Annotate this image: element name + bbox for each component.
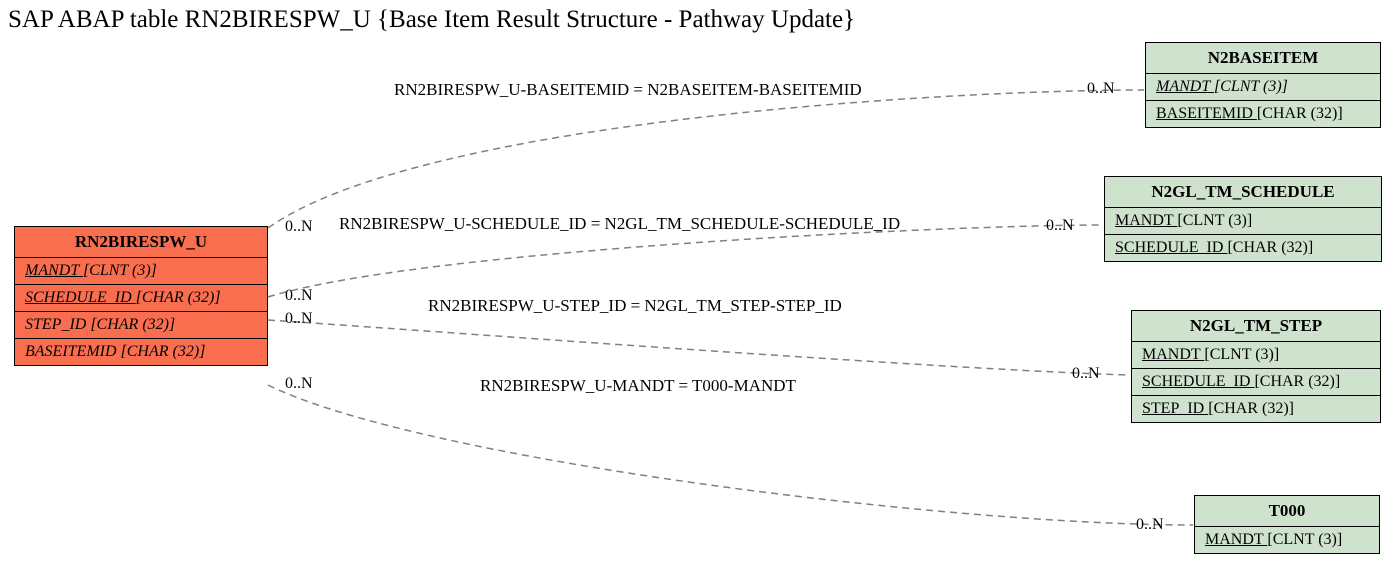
field-type: [CHAR (32)] (1227, 239, 1313, 256)
entity-row: MANDT [CLNT (3)] (1132, 342, 1380, 369)
entity-target-header: N2BASEITEM (1146, 43, 1380, 74)
entity-row: SCHEDULE_ID [CHAR (32)] (1132, 369, 1380, 396)
field-type: [CLNT (3)] (1267, 531, 1342, 548)
field-label: BASEITEMID (1156, 105, 1257, 122)
entity-target-3: T000MANDT [CLNT (3)] (1194, 495, 1380, 554)
entity-row: MANDT [CLNT (3)] (15, 258, 267, 285)
field-type: [CLNT (3)] (83, 262, 157, 279)
field-label: MANDT (25, 262, 83, 279)
entity-row: MANDT [CLNT (3)] (1195, 527, 1379, 553)
field-label: SCHEDULE_ID (1115, 239, 1227, 256)
diagram-title: SAP ABAP table RN2BIRESPW_U {Base Item R… (8, 6, 855, 34)
card-7: 0..N (1136, 516, 1164, 534)
field-type: [CLNT (3)] (1204, 346, 1279, 363)
card-4: 0..N (1087, 80, 1115, 98)
entity-row: MANDT [CLNT (3)] (1146, 74, 1380, 101)
field-type: [CLNT (3)] (1214, 78, 1288, 95)
card-3: 0..N (285, 375, 313, 393)
field-type: [CHAR (32)] (90, 316, 175, 333)
card-0: 0..N (285, 218, 313, 236)
field-label: MANDT (1205, 531, 1267, 548)
entity-row: SCHEDULE_ID [CHAR (32)] (1105, 235, 1381, 261)
field-type: [CLNT (3)] (1177, 212, 1252, 229)
field-label: MANDT (1156, 78, 1214, 95)
field-type: [CHAR (32)] (121, 343, 206, 360)
field-label: STEP_ID (25, 316, 90, 333)
relation-label-1: RN2BIRESPW_U-SCHEDULE_ID = N2GL_TM_SCHED… (339, 214, 900, 234)
field-type: [CHAR (32)] (1254, 373, 1340, 390)
entity-target-1: N2GL_TM_SCHEDULEMANDT [CLNT (3)]SCHEDULE… (1104, 176, 1382, 262)
field-label: MANDT (1115, 212, 1177, 229)
relation-label-0: RN2BIRESPW_U-BASEITEMID = N2BASEITEM-BAS… (394, 80, 862, 100)
card-2: 0..N (285, 310, 313, 328)
entity-row: SCHEDULE_ID [CHAR (32)] (15, 285, 267, 312)
entity-row: STEP_ID [CHAR (32)] (15, 312, 267, 339)
field-type: [CHAR (32)] (1257, 105, 1343, 122)
field-label: MANDT (1142, 346, 1204, 363)
entity-target-2: N2GL_TM_STEPMANDT [CLNT (3)]SCHEDULE_ID … (1131, 310, 1381, 423)
entity-target-header: T000 (1195, 496, 1379, 527)
field-label: BASEITEMID (25, 343, 121, 360)
field-label: STEP_ID (1142, 400, 1208, 417)
field-type: [CHAR (32)] (136, 289, 221, 306)
relation-label-3: RN2BIRESPW_U-MANDT = T000-MANDT (480, 376, 796, 396)
field-label: SCHEDULE_ID (25, 289, 136, 306)
entity-target-header: N2GL_TM_SCHEDULE (1105, 177, 1381, 208)
field-label: SCHEDULE_ID (1142, 373, 1254, 390)
entity-row: STEP_ID [CHAR (32)] (1132, 396, 1380, 422)
entity-row: MANDT [CLNT (3)] (1105, 208, 1381, 235)
entity-row: BASEITEMID [CHAR (32)] (15, 339, 267, 365)
card-1: 0..N (285, 287, 313, 305)
edge-2 (268, 320, 1130, 375)
field-type: [CHAR (32)] (1208, 400, 1294, 417)
entity-source: RN2BIRESPW_U MANDT [CLNT (3)]SCHEDULE_ID… (14, 226, 268, 366)
edge-3 (268, 385, 1193, 525)
card-5: 0..N (1046, 217, 1074, 235)
relation-label-2: RN2BIRESPW_U-STEP_ID = N2GL_TM_STEP-STEP… (428, 296, 842, 316)
entity-target-header: N2GL_TM_STEP (1132, 311, 1380, 342)
entity-source-header: RN2BIRESPW_U (15, 227, 267, 258)
entity-row: BASEITEMID [CHAR (32)] (1146, 101, 1380, 127)
card-6: 0..N (1072, 365, 1100, 383)
edge-0 (268, 90, 1144, 228)
edge-1 (268, 225, 1103, 297)
entity-target-0: N2BASEITEMMANDT [CLNT (3)]BASEITEMID [CH… (1145, 42, 1381, 128)
